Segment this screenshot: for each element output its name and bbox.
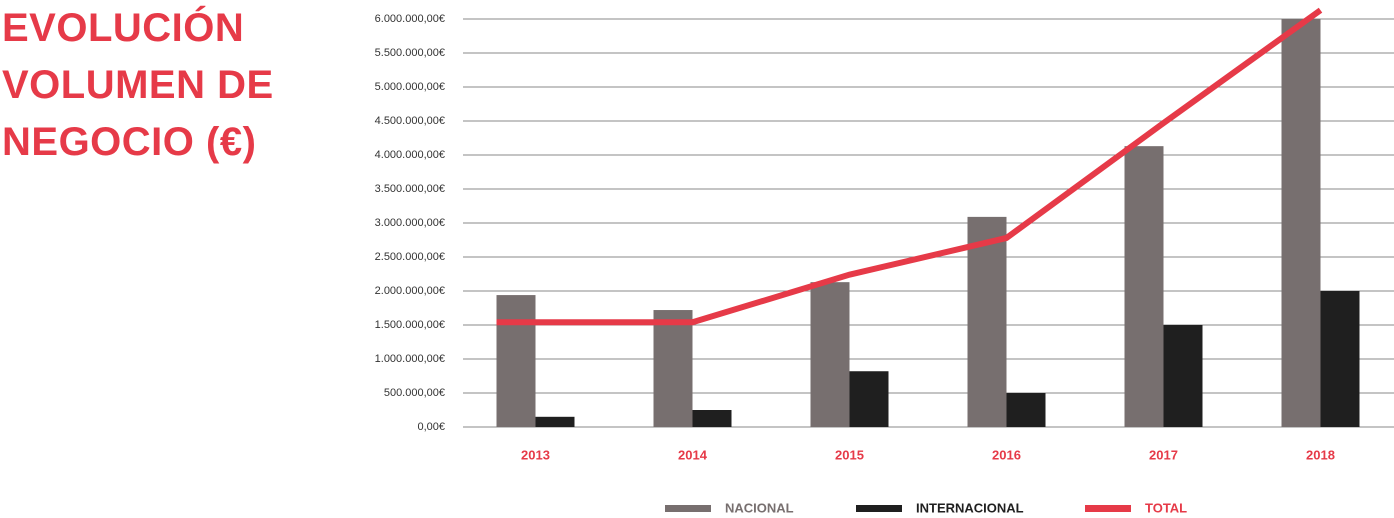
y-tick-label: 0,00€ xyxy=(417,421,445,433)
x-tick-label: 2013 xyxy=(521,447,550,462)
y-tick-label: 1.500.000,00€ xyxy=(375,319,445,331)
bar xyxy=(692,410,732,427)
y-tick-label: 4.000.000,00€ xyxy=(375,149,445,161)
bar xyxy=(653,310,693,427)
y-tick-label: 5.500.000,00€ xyxy=(375,47,445,59)
y-tick-label: 3.500.000,00€ xyxy=(375,183,445,195)
x-tick-label: 2017 xyxy=(1149,447,1178,462)
chart-title: EVOLUCIÓN VOLUMEN DE NEGOCIO (€) xyxy=(2,6,274,164)
legend-label: NACIONAL xyxy=(725,500,794,515)
legend-label: INTERNACIONAL xyxy=(916,500,1024,515)
bar xyxy=(1124,146,1164,427)
x-tick-label: 2015 xyxy=(835,447,864,462)
bar xyxy=(1006,393,1046,427)
legend-label: TOTAL xyxy=(1145,500,1187,515)
bar xyxy=(849,371,889,427)
legend-swatch xyxy=(1085,505,1131,512)
y-tick-label: 5.000.000,00€ xyxy=(375,81,445,93)
y-tick-label: 500.000,00€ xyxy=(384,387,445,399)
bar xyxy=(496,295,536,427)
y-tick-label: 4.500.000,00€ xyxy=(375,115,445,127)
legend-swatch xyxy=(856,505,902,512)
y-tick-label: 1.000.000,00€ xyxy=(375,353,445,365)
line xyxy=(496,7,1323,326)
bar xyxy=(1163,325,1203,427)
y-tick-label: 2.500.000,00€ xyxy=(375,251,445,263)
legend-swatch xyxy=(665,505,711,512)
bar xyxy=(535,416,575,427)
bar xyxy=(810,282,850,427)
x-tick-label: 2014 xyxy=(678,447,708,462)
x-tick-label: 2018 xyxy=(1306,447,1335,462)
x-tick-label: 2016 xyxy=(992,447,1021,462)
y-tick-label: 3.000.000,00€ xyxy=(375,217,445,229)
bar xyxy=(1320,291,1360,427)
bar xyxy=(1281,19,1321,427)
y-tick-label: 6.000.000,00€ xyxy=(375,13,445,25)
y-tick-label: 2.000.000,00€ xyxy=(375,285,445,297)
bar xyxy=(967,216,1007,427)
